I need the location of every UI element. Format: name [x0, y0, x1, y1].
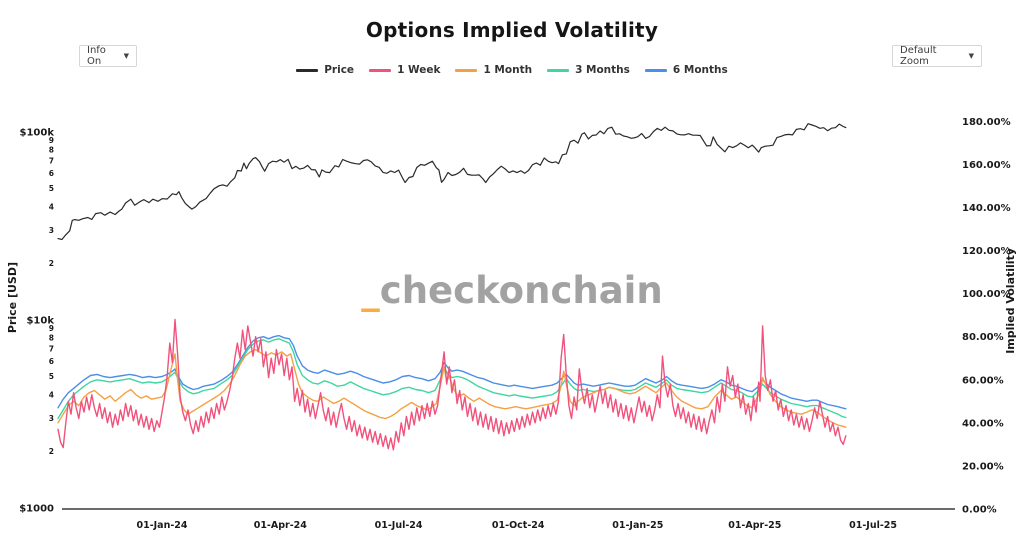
- legend-item-6-months[interactable]: 6 Months: [644, 64, 728, 76]
- price-minor-tick-label: 8: [49, 334, 54, 343]
- legend-label: 1 Week: [397, 64, 441, 76]
- date-tick-label: 01-Jan-24: [136, 520, 187, 531]
- volatility-tick-label: 40.00%: [962, 418, 1004, 429]
- caret-down-icon: ▼: [123, 52, 129, 60]
- price-minor-tick-label: 9: [49, 324, 54, 333]
- volatility-tick-label: 20.00%: [962, 461, 1004, 472]
- legend-swatch-icon: [296, 68, 319, 72]
- volatility-tick-label: 100.00%: [962, 289, 1011, 300]
- legend-swatch-icon: [369, 68, 392, 72]
- price-minor-tick-label: 8: [49, 146, 54, 155]
- volatility-tick-label: 80.00%: [962, 332, 1004, 343]
- legend-item-price[interactable]: Price: [296, 64, 354, 76]
- zoom-dropdown[interactable]: Default Zoom ▼: [892, 45, 982, 67]
- date-tick-label: 01-Jul-25: [849, 520, 897, 531]
- price-minor-tick-label: 4: [49, 202, 54, 211]
- series-line-1-week: [57, 318, 847, 451]
- volatility-tick-label: 160.00%: [962, 160, 1011, 171]
- series-line-3-months: [57, 338, 847, 420]
- price-minor-tick-label: 9: [49, 136, 54, 145]
- price-minor-tick-label: 2: [49, 259, 54, 268]
- price-tick-label: $10k: [26, 316, 54, 327]
- legend-swatch-icon: [455, 68, 478, 72]
- date-tick-label: 01-Jul-24: [375, 520, 423, 531]
- caret-down-icon: ▼: [968, 52, 974, 60]
- price-minor-tick-label: 5: [49, 372, 54, 381]
- page-title: Options Implied Volatility: [365, 18, 659, 42]
- volatility-tick-label: 0.00%: [962, 505, 997, 516]
- price-minor-tick-label: 2: [49, 447, 54, 456]
- price-minor-tick-label: 4: [49, 390, 54, 399]
- price-minor-tick-label: 3: [49, 414, 54, 423]
- volatility-tick-label: 60.00%: [962, 375, 1004, 386]
- legend-item-1-week[interactable]: 1 Week: [369, 64, 440, 76]
- legend-label: 1 Month: [483, 64, 533, 76]
- legend: Price 1 Week 1 Month 3 Months 6 Months: [0, 64, 1024, 76]
- zoom-dropdown-label: Default Zoom: [900, 45, 937, 67]
- legend-item-1-month[interactable]: 1 Month: [455, 64, 532, 76]
- volatility-tick-label: 120.00%: [962, 246, 1011, 257]
- info-dropdown-label: Info On: [87, 45, 106, 67]
- legend-item-3-months[interactable]: 3 Months: [547, 64, 630, 76]
- date-tick-label: 01-Oct-24: [492, 520, 545, 531]
- price-minor-tick-label: 6: [49, 357, 54, 366]
- price-minor-tick-label: 5: [49, 184, 54, 193]
- legend-label: 6 Months: [672, 64, 728, 76]
- volatility-tick-label: 140.00%: [962, 203, 1011, 214]
- volatility-tick-label: 180.00%: [962, 117, 1011, 128]
- date-tick-label: 01-Jan-25: [612, 520, 663, 531]
- series-line-price: [57, 123, 847, 241]
- date-tick-label: 01-Apr-25: [728, 520, 781, 531]
- date-tick-label: 01-Apr-24: [254, 520, 308, 531]
- price-minor-tick-label: 3: [49, 226, 54, 235]
- price-minor-tick-label: 6: [49, 169, 54, 178]
- info-dropdown[interactable]: Info On ▼: [79, 45, 137, 67]
- legend-label: Price: [324, 64, 355, 76]
- price-minor-tick-label: 7: [49, 345, 54, 354]
- legend-swatch-icon: [547, 68, 570, 72]
- series-line-6-months: [57, 334, 847, 410]
- price-tick-label: $1000: [19, 504, 54, 515]
- legend-swatch-icon: [644, 68, 667, 72]
- price-minor-tick-label: 7: [49, 157, 54, 166]
- price-tick-label: $100k: [20, 128, 55, 139]
- watermark-underscore: _: [361, 269, 380, 312]
- checkonchain-watermark: _checkonchain: [0, 269, 1024, 312]
- legend-label: 3 Months: [575, 64, 630, 76]
- watermark-text: checkonchain: [379, 269, 663, 312]
